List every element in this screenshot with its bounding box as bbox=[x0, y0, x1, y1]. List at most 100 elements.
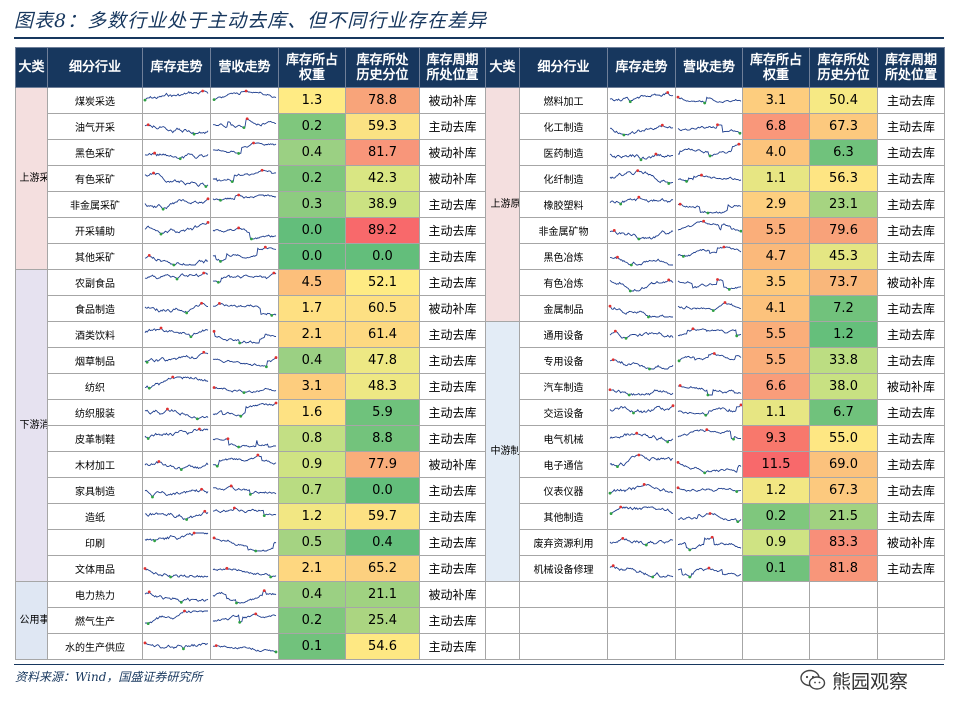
inventory-sparkline bbox=[609, 329, 674, 340]
inventory-weight: 0.1 bbox=[742, 555, 810, 582]
inventory-percentile: 33.8 bbox=[809, 347, 878, 374]
sparkline-high-marker bbox=[613, 329, 617, 333]
inventory-trend-cell bbox=[607, 529, 676, 556]
inventory-weight: 3.5 bbox=[742, 269, 810, 296]
sparkline-path bbox=[609, 506, 673, 515]
header-inventory-trend-right: 库存走势 bbox=[607, 47, 676, 88]
inventory-sparkline bbox=[609, 431, 674, 444]
industry-name: 农副食品 bbox=[47, 269, 143, 296]
inventory-sparkline bbox=[144, 271, 209, 281]
industry-name: 纺织服装 bbox=[47, 399, 143, 426]
sparkline-low-marker bbox=[677, 359, 681, 363]
revenue-trend-cell bbox=[210, 87, 279, 114]
inventory-percentile: 45.3 bbox=[809, 243, 878, 270]
sparkline-high-marker bbox=[202, 271, 206, 275]
sparkline-path bbox=[609, 405, 674, 414]
revenue-sparkline bbox=[678, 535, 742, 552]
sparkline-high-marker bbox=[654, 152, 658, 156]
empty-cell bbox=[675, 581, 743, 608]
inventory-trend-cell bbox=[607, 269, 676, 296]
inventory-trend-cell bbox=[142, 165, 211, 192]
inventory-weight: 6.8 bbox=[742, 113, 810, 140]
sparkline-low-marker bbox=[182, 647, 185, 651]
header-category-right: 大类 bbox=[485, 47, 520, 88]
sparkline-path bbox=[212, 246, 277, 262]
inventory-percentile: 60.5 bbox=[345, 295, 420, 322]
industry-name: 食品制造 bbox=[47, 295, 143, 322]
inventory-trend-cell bbox=[607, 321, 676, 348]
sparkline-low-marker bbox=[169, 575, 173, 579]
table-row: 造纸 1.2 59.7 主动去库 其他制造 0.2 21.5 主动去库 bbox=[16, 503, 945, 530]
inventory-weight: 5.5 bbox=[742, 347, 810, 374]
header-percentile-right: 库存所处 历史分位 bbox=[809, 47, 878, 88]
sparkline-low-marker bbox=[195, 417, 199, 421]
sparkline-low-marker bbox=[215, 464, 219, 468]
sparkline-path bbox=[144, 591, 209, 603]
sparkline-path bbox=[609, 170, 674, 185]
empty-cell bbox=[742, 633, 810, 660]
sparkline-low-marker bbox=[667, 182, 671, 185]
sparkline-low-marker bbox=[238, 620, 242, 624]
revenue-sparkline bbox=[212, 566, 277, 579]
revenue-sparkline bbox=[212, 644, 278, 654]
inventory-sparkline bbox=[609, 169, 674, 185]
cycle-position: 主动去库 bbox=[419, 243, 486, 270]
inventory-trend-cell bbox=[142, 113, 211, 140]
inventory-trend-cell bbox=[142, 399, 211, 426]
table-row: 皮革制鞋 0.8 8.8 主动去库 电气机械 9.3 55.0 主动去库 bbox=[16, 425, 945, 452]
sparkline-low-marker bbox=[153, 539, 157, 543]
inventory-percentile: 61.4 bbox=[345, 321, 420, 348]
sparkline-low-marker bbox=[219, 259, 222, 263]
sparkline-low-marker bbox=[235, 601, 238, 605]
inventory-percentile: 79.6 bbox=[809, 217, 878, 244]
header-industry-right: 细分行业 bbox=[519, 47, 608, 88]
inventory-weight: 0.2 bbox=[278, 113, 346, 140]
industry-name: 燃料加工 bbox=[519, 87, 608, 114]
revenue-trend-cell bbox=[675, 477, 743, 504]
sparkline-high-marker bbox=[166, 407, 169, 411]
category-label: 下游消费 bbox=[19, 420, 47, 431]
inventory-percentile: 47.8 bbox=[345, 347, 420, 374]
watermark: 熊园观察 bbox=[800, 668, 908, 693]
inventory-sparkline bbox=[609, 278, 674, 293]
cycle-position: 主动去库 bbox=[877, 399, 945, 426]
industry-name: 印刷 bbox=[47, 529, 143, 556]
sparkline-low-marker bbox=[143, 98, 147, 102]
empty-cell bbox=[485, 607, 520, 634]
sparkline-high-marker bbox=[200, 301, 203, 305]
table-row: 印刷 0.5 0.4 主动去库 废弃资源利用 0.9 83.3 被动补库 bbox=[16, 529, 945, 556]
category-cell: 下游消费 bbox=[15, 269, 48, 582]
empty-cell bbox=[519, 633, 608, 660]
revenue-sparkline bbox=[212, 401, 278, 418]
industry-name: 油气开采 bbox=[47, 113, 143, 140]
inventory-weight: 1.1 bbox=[742, 399, 810, 426]
inventory-percentile: 5.9 bbox=[345, 399, 420, 426]
table-row: 开采辅助 0.0 89.2 主动去库 非金属矿物 5.5 79.6 主动去库 bbox=[16, 217, 945, 244]
revenue-trend-cell bbox=[210, 269, 279, 296]
sparkline-low-marker bbox=[711, 309, 715, 313]
industry-name: 化纤制造 bbox=[519, 165, 608, 192]
cycle-position: 主动去库 bbox=[877, 139, 945, 166]
sparkline-path bbox=[609, 196, 674, 205]
sparkline-high-marker bbox=[691, 327, 695, 331]
inventory-trend-cell bbox=[607, 451, 676, 478]
header-industry: 细分行业 bbox=[47, 47, 143, 88]
industry-name: 文体用品 bbox=[47, 555, 143, 582]
empty-cell bbox=[607, 581, 676, 608]
inventory-sparkline bbox=[144, 375, 209, 390]
inventory-trend-cell bbox=[142, 269, 211, 296]
inventory-trend-cell bbox=[142, 477, 211, 504]
sparkline-path bbox=[212, 590, 277, 604]
inventory-trend-cell bbox=[142, 191, 211, 218]
inventory-weight: 5.5 bbox=[742, 321, 810, 348]
inventory-sparkline bbox=[144, 460, 209, 471]
revenue-trend-cell bbox=[210, 607, 279, 634]
table-row: 水的生产供应 0.1 54.6 主动去库 bbox=[16, 633, 945, 660]
industry-name: 橡胶塑料 bbox=[519, 191, 608, 218]
sparkline-low-marker bbox=[685, 180, 688, 183]
table-row: 家具制造 0.7 0.0 主动去库 仪表仪器 1.2 67.3 主动去库 bbox=[16, 477, 945, 504]
sparkline-path bbox=[609, 565, 674, 578]
inventory-percentile: 78.8 bbox=[345, 87, 420, 114]
revenue-trend-cell bbox=[675, 113, 743, 140]
table-row: 非金属采矿 0.3 38.9 主动去库 橡胶塑料 2.9 23.1 主动去库 bbox=[16, 191, 945, 218]
